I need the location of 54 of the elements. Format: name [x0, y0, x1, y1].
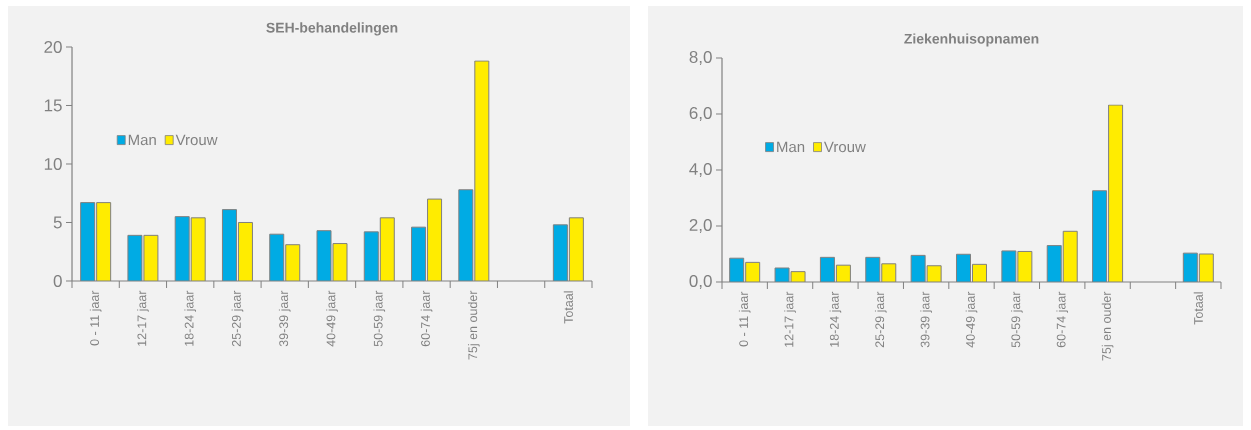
- x-tick-label: 0 - 11 jaar: [738, 291, 751, 347]
- x-tick-label: Totaal: [1193, 292, 1203, 325]
- legend-label: Vrouw: [175, 134, 218, 146]
- chart-title: Ziekenhuisopnamen: [904, 33, 1039, 47]
- x-tick-label: 25-29 jaar: [231, 290, 244, 347]
- y-tick-label: 2,0: [689, 218, 712, 234]
- bar: [552, 224, 568, 281]
- x-tick-label: Totaal: [563, 291, 573, 324]
- x-tick-label: 18-24 jaar: [184, 290, 197, 346]
- y-tick-label: 0,0: [689, 274, 712, 290]
- y-tick-label: 8,0: [689, 50, 712, 66]
- x-tick-label: 75j en ouder: [467, 290, 480, 360]
- bar: [238, 222, 253, 281]
- bar: [458, 189, 473, 281]
- bar: [96, 202, 111, 281]
- y-tick-label: 5: [53, 216, 62, 229]
- y-tick-label: 10: [44, 157, 62, 171]
- bar: [191, 217, 206, 281]
- x-tick-label: 39-39 jaar: [920, 291, 932, 348]
- y-tick-label: 15: [44, 99, 62, 112]
- x-tick-label: 50-59 jaar: [1011, 291, 1023, 348]
- x-tick-label: 25-29 jaar: [874, 291, 887, 348]
- bar: [1108, 105, 1123, 282]
- bar: [175, 216, 190, 281]
- x-tick-label: 60-74 jaar: [420, 290, 433, 347]
- bar: [80, 202, 95, 281]
- x-tick-label: 12-17 jaar: [784, 291, 796, 347]
- bar: [380, 217, 395, 281]
- bar: [364, 231, 379, 281]
- y-tick-label: 6,0: [689, 106, 712, 122]
- bar: [427, 199, 442, 281]
- x-tick-label: 75j en ouder: [1101, 291, 1114, 361]
- x-tick-label: 18-24 jaar: [829, 291, 842, 347]
- chart-title: SEH-behandelingen: [266, 22, 398, 36]
- y-tick-label: 0: [53, 274, 62, 288]
- legend-label: Man: [128, 134, 156, 146]
- bar: [474, 61, 489, 281]
- legend-label: Vrouw: [823, 141, 866, 153]
- x-tick-label: 12-17 jaar: [137, 290, 149, 346]
- bar: [1092, 190, 1107, 282]
- y-tick-label: 20: [44, 40, 62, 54]
- x-tick-label: 39-39 jaar: [278, 290, 291, 347]
- y-tick-label: 4,0: [689, 162, 712, 178]
- x-tick-label: 50-59 jaar: [373, 290, 386, 347]
- legend-label: Man: [777, 141, 805, 153]
- bar: [568, 217, 584, 281]
- x-tick-label: 40-49 jaar: [965, 291, 978, 348]
- x-tick-label: 40-49 jaar: [326, 290, 338, 347]
- x-tick-label: 60-74 jaar: [1056, 291, 1069, 348]
- bar: [1063, 231, 1078, 282]
- bar: [411, 227, 426, 281]
- bar: [285, 244, 300, 281]
- x-tick-label: 0 - 11 jaar: [89, 290, 102, 346]
- bar: [222, 209, 237, 281]
